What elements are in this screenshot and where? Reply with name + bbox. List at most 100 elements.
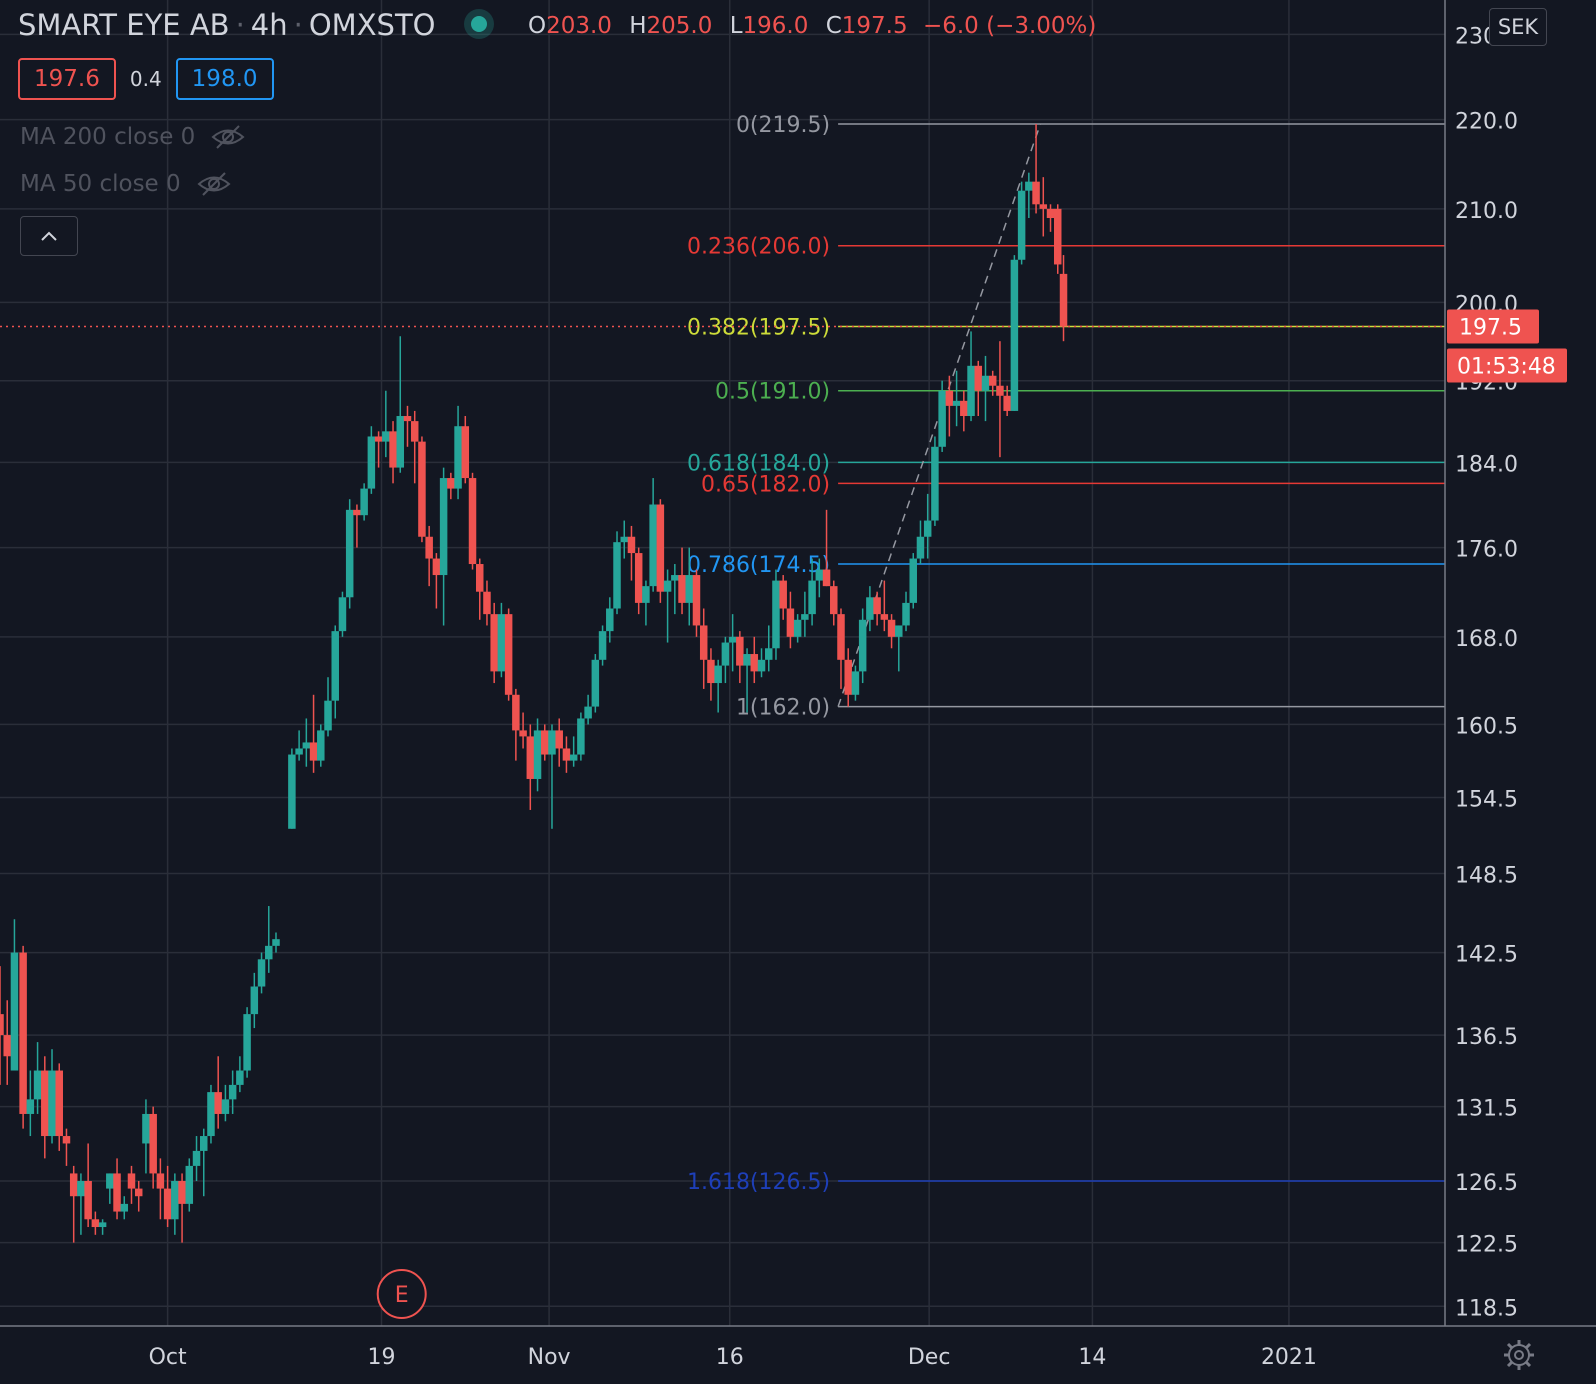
candle-body (48, 1070, 56, 1137)
currency-badge[interactable]: SEK (1489, 8, 1547, 46)
eye-hidden-icon[interactable] (197, 171, 231, 197)
study-label: MA 200 close 0 (20, 124, 196, 150)
candle-body (880, 614, 889, 620)
candle-body (33, 1070, 42, 1100)
candle-body (569, 754, 578, 761)
price-tick-label: 154.5 (1455, 788, 1518, 813)
market-open-icon (470, 16, 487, 32)
candle-body (156, 1173, 165, 1189)
candle-body (591, 659, 600, 707)
candle-body (584, 706, 592, 719)
candle-body (309, 742, 318, 761)
candle-body (483, 591, 491, 615)
candle-body (736, 636, 744, 666)
candle-body (750, 654, 759, 672)
candle-body (533, 730, 542, 779)
price-tick-label: 176.0 (1455, 538, 1518, 563)
candle-body (512, 694, 520, 731)
collapse-legend-button[interactable] (20, 216, 78, 256)
price-tick-label: 142.5 (1455, 943, 1518, 968)
study-ma50[interactable]: MA 50 close 0 (20, 171, 231, 197)
chart-header: SMART EYE AB · 4h · OMXSTO O203.0 H205.0 L19… (18, 8, 1097, 42)
candle-body (288, 754, 296, 829)
candle-body (938, 390, 946, 447)
candle-body (265, 945, 273, 960)
candle-body (77, 1181, 85, 1197)
candle-body (134, 1188, 143, 1197)
candle-body (257, 959, 266, 987)
candle-body (728, 636, 737, 643)
candle-body (577, 718, 585, 755)
candle-body (613, 542, 621, 609)
candle-body (475, 564, 484, 592)
candle-body (403, 416, 412, 422)
candle-body (468, 478, 477, 565)
candle-body (1003, 395, 1011, 411)
candle-body (55, 1070, 63, 1137)
candle-body (1025, 181, 1033, 191)
ohlc-change: −6.0 (−3.00%) (922, 13, 1097, 39)
candle-body (931, 446, 939, 521)
ohlc-close: 197.5 (841, 13, 908, 39)
candle-body (598, 631, 607, 660)
candle-body (142, 1113, 150, 1144)
candle-body (367, 436, 376, 489)
candle-body (317, 730, 325, 761)
candle-body (163, 1188, 172, 1220)
candle-body (410, 421, 419, 442)
candle-body (837, 614, 845, 660)
candle-body (793, 619, 802, 637)
last-price-badge (1447, 309, 1539, 344)
gear-icon[interactable] (1502, 1338, 1536, 1372)
candle-body (250, 986, 259, 1015)
candle-body (519, 730, 527, 737)
candle-body (62, 1136, 71, 1144)
candle-body (685, 575, 694, 603)
candle-body (454, 426, 462, 489)
candle-body (106, 1173, 114, 1189)
candle-body (916, 536, 925, 559)
candle-body (988, 375, 997, 386)
eye-hidden-icon[interactable] (211, 124, 245, 150)
interval-label[interactable]: 4h (250, 8, 288, 42)
candle-body (228, 1084, 237, 1100)
candle-body (345, 509, 354, 598)
candle-body (0, 1014, 4, 1036)
buy-button[interactable]: 198.0 (175, 58, 274, 100)
fib-level-label: 1(162.0) (736, 696, 830, 721)
candle-body (967, 365, 975, 417)
fib-level-label: 0.382(197.5) (687, 316, 830, 341)
candle-body (974, 365, 983, 391)
candle-body (171, 1181, 179, 1220)
candle-body (945, 390, 954, 406)
candle-body (113, 1173, 121, 1212)
study-ma200[interactable]: MA 200 close 0 (20, 124, 245, 150)
candle-body (895, 625, 903, 637)
candle-body (447, 478, 455, 489)
candle-body (996, 385, 1004, 396)
exchange-label: OMXSTO (308, 8, 436, 42)
time-tick-label: Nov (528, 1345, 571, 1370)
candle-body (91, 1219, 100, 1228)
candle-body (425, 536, 433, 559)
symbol-name[interactable]: SMART EYE AB (18, 8, 230, 42)
candle-body (199, 1136, 208, 1151)
price-tick-label: 184.0 (1455, 452, 1518, 477)
candle-body (541, 730, 549, 755)
time-axis: Oct 19 Nov 16 Dec 14 2021 E (0, 1269, 1596, 1370)
ohlc-values: O203.0 H205.0 L196.0 C197.5 −6.0 (−3.00%… (518, 13, 1096, 39)
earnings-marker-label: E (395, 1283, 409, 1308)
candle-body (1059, 273, 1068, 327)
candle-body (649, 504, 657, 587)
candle-body (396, 416, 405, 468)
candle-body (743, 654, 751, 666)
fib-level-label: 0.786(174.5) (687, 553, 830, 578)
time-tick-label: Dec (908, 1345, 951, 1370)
candle-body (562, 748, 571, 761)
candle-body (960, 400, 968, 417)
candle-body (120, 1203, 129, 1212)
sell-button[interactable]: 197.6 (18, 58, 116, 100)
fib-level-label: 0.5(191.0) (715, 380, 830, 405)
candle-body (801, 614, 809, 620)
